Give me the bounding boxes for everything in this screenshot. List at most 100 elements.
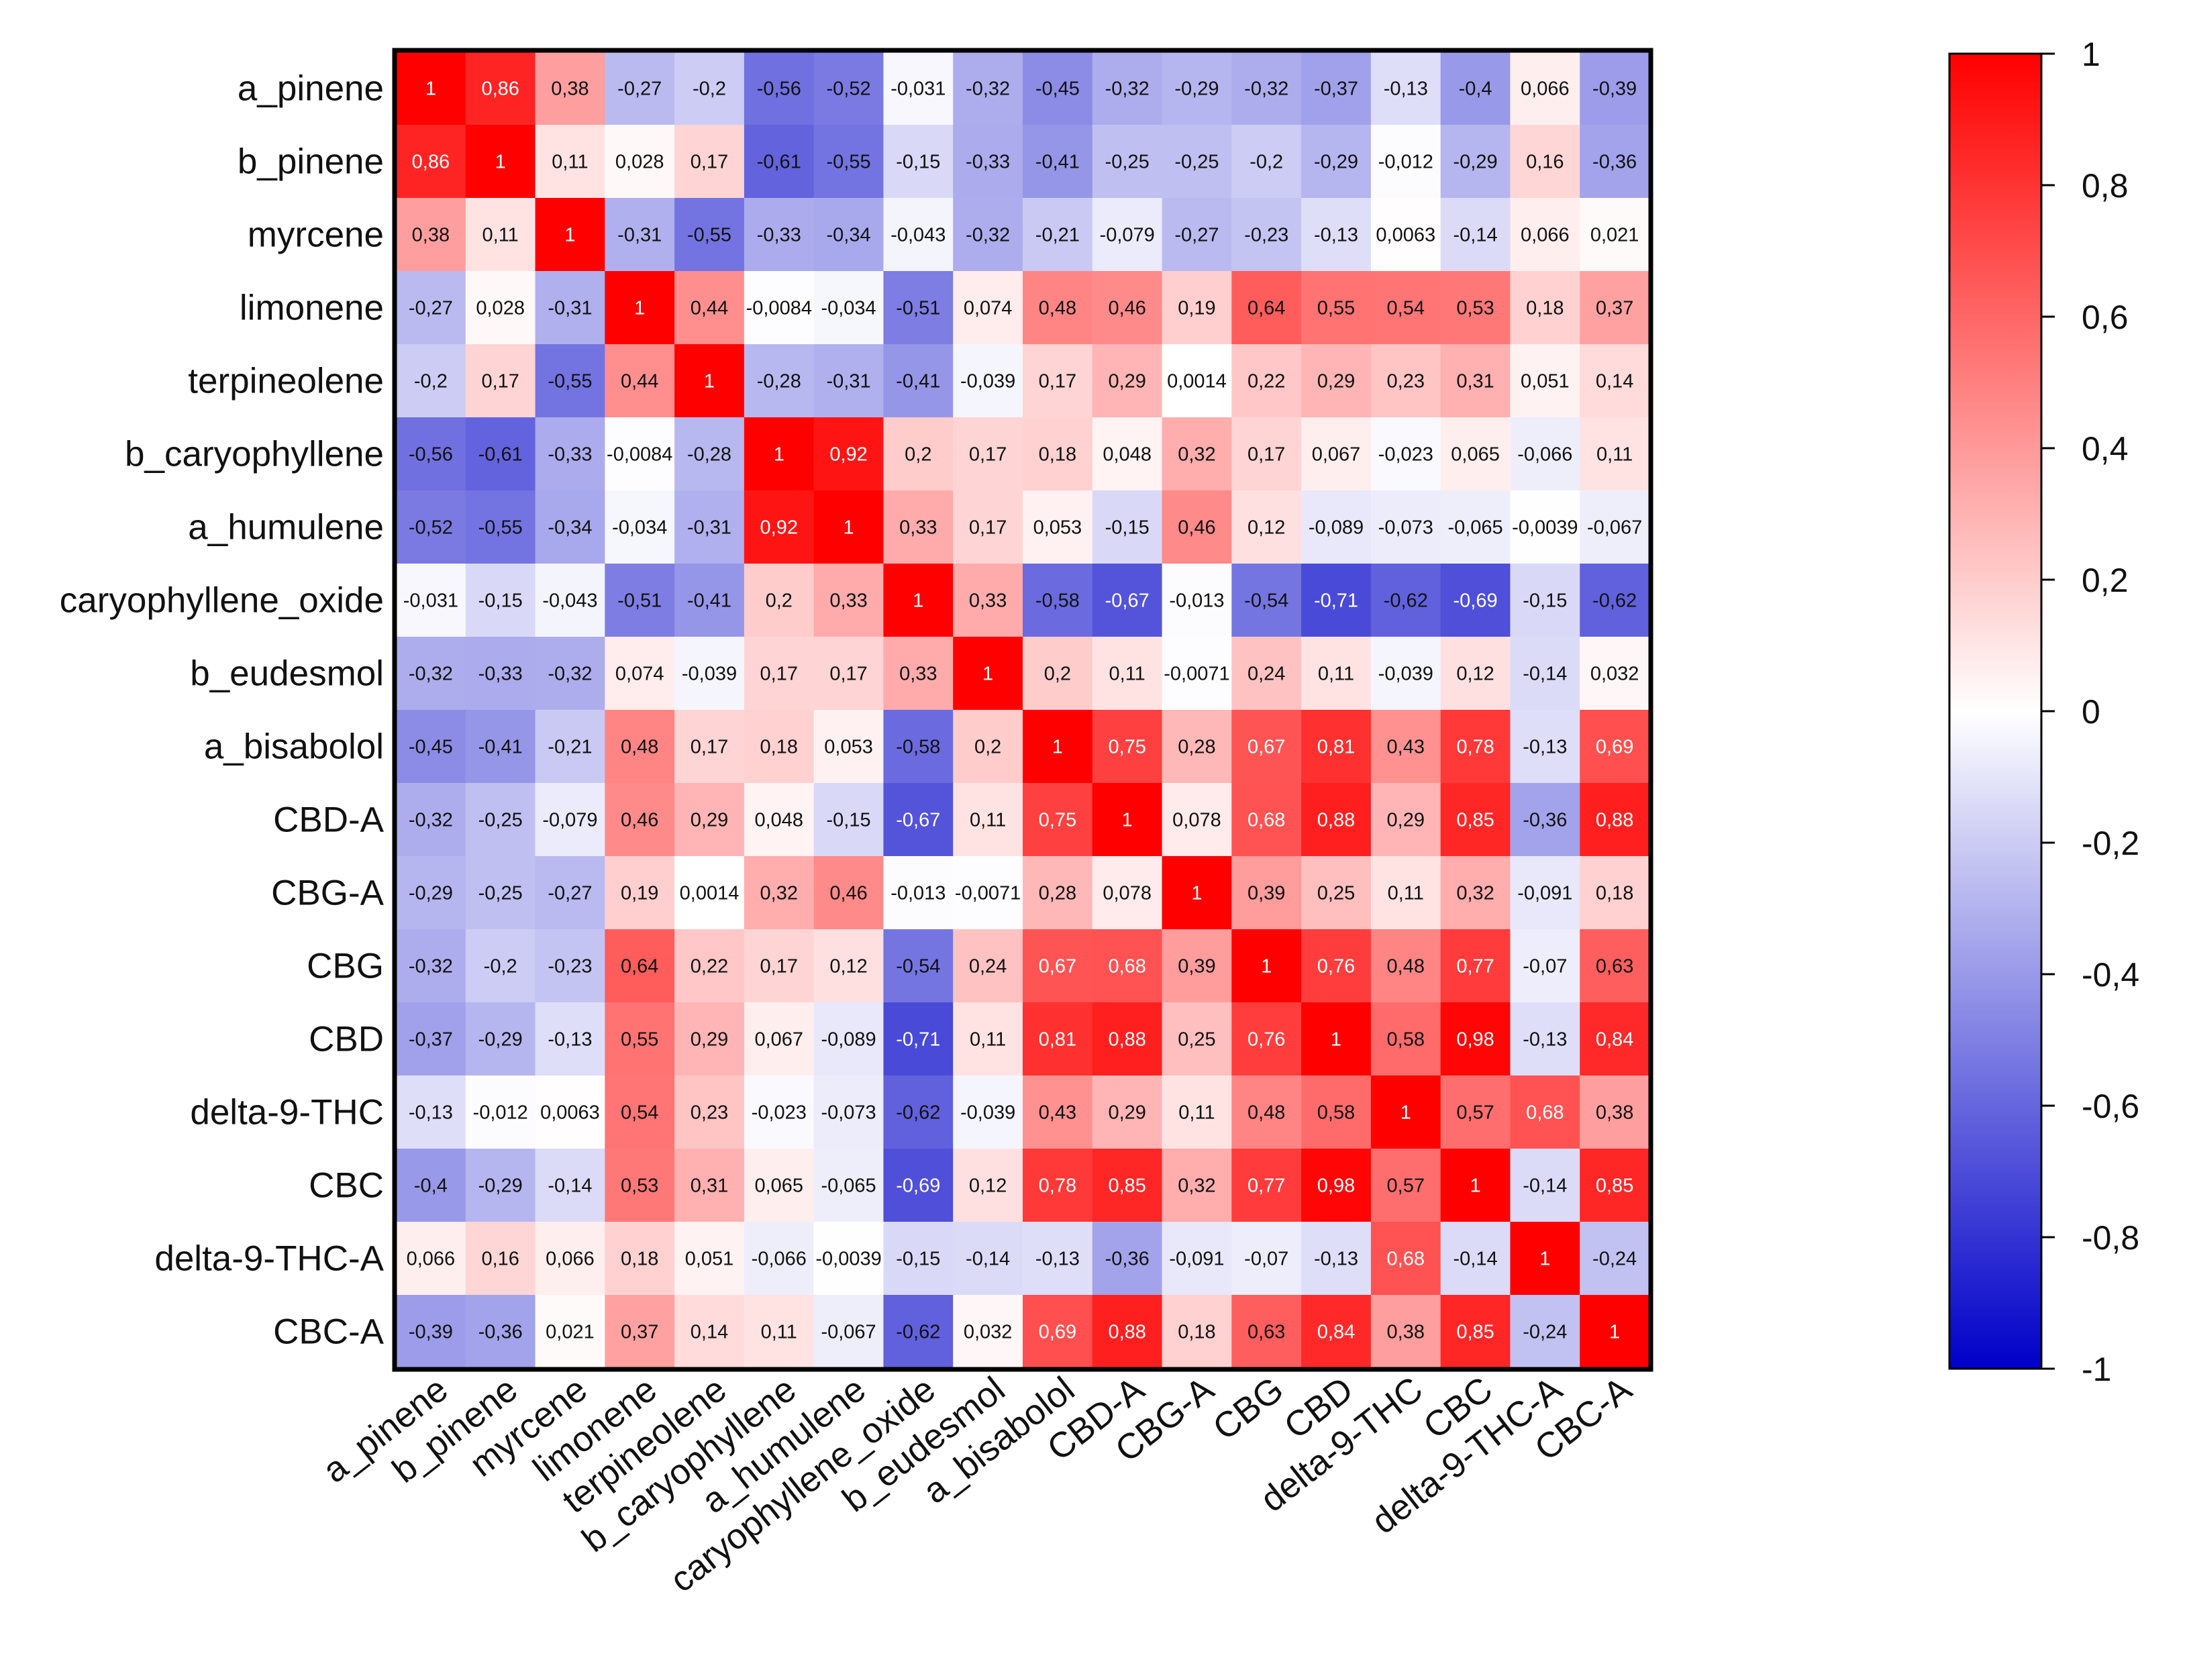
cell-value-label: -0,15 — [1523, 590, 1567, 612]
cell-value-label: 0,0063 — [1376, 225, 1435, 246]
heatmap-cell — [1023, 1075, 1093, 1149]
cell-value-label: -0,33 — [966, 152, 1010, 173]
cell-value-label: -0,4 — [414, 1175, 448, 1197]
cell-value-label: -0,36 — [1523, 810, 1567, 831]
cell-value-label: -0,012 — [473, 1102, 528, 1124]
cell-value-label: -0,067 — [1587, 517, 1642, 539]
cell-value-label: -0,0084 — [746, 298, 812, 319]
cell-value-label: 0,64 — [1247, 298, 1285, 319]
cell-value-label: 0,17 — [481, 371, 519, 392]
heatmap-cell — [1023, 1295, 1093, 1369]
heatmap-cell — [605, 490, 675, 564]
heatmap-cell — [1023, 1002, 1093, 1076]
cell-value-label: -0,31 — [617, 225, 662, 246]
row-label: CBG-A — [271, 874, 385, 913]
heatmap-cell — [1301, 271, 1372, 345]
cell-value-label: 0,11 — [552, 152, 588, 173]
heatmap-cell — [1510, 344, 1580, 418]
heatmap-cell — [1510, 856, 1580, 930]
heatmap-cell — [1301, 929, 1372, 1003]
heatmap-cell — [1440, 929, 1511, 1003]
cell-value-label: -0,25 — [478, 883, 523, 904]
cell-value-label: -0,61 — [478, 444, 523, 466]
heatmap-cell — [535, 1295, 605, 1369]
heatmap-cell — [1580, 929, 1650, 1003]
cell-value-label: -0,13 — [1523, 1029, 1567, 1051]
cell-value-label: 0,17 — [691, 152, 728, 173]
cell-value-label: 0,46 — [1178, 517, 1215, 539]
heatmap-cell — [1092, 1075, 1163, 1149]
heatmap-cell — [1440, 490, 1511, 564]
heatmap-cell — [535, 710, 605, 784]
cell-value-label: -0,32 — [966, 78, 1010, 100]
cell-value-label: -0,13 — [1314, 1249, 1358, 1270]
heatmap-cell — [605, 52, 675, 125]
cell-value-label: 0,54 — [1387, 298, 1425, 319]
cell-value-label: 0,38 — [412, 225, 450, 246]
heatmap-cell — [535, 1222, 605, 1296]
heatmap-cell — [744, 271, 815, 345]
heatmap-cell — [1162, 417, 1232, 491]
cell-value-label: -0,29 — [1314, 152, 1358, 173]
heatmap-cell — [1440, 564, 1511, 637]
heatmap-cell — [535, 929, 605, 1003]
cell-value-label: 0,98 — [1456, 1029, 1494, 1051]
cell-value-label: 0,28 — [1039, 883, 1076, 904]
heatmap-cell — [1162, 637, 1232, 711]
heatmap-cell — [1440, 344, 1511, 418]
cell-value-label: -0,13 — [1314, 225, 1358, 246]
heatmap-cell — [1231, 490, 1302, 564]
cell-value-label: 0,37 — [621, 1322, 658, 1343]
heatmap-cell — [813, 856, 884, 930]
heatmap-cell — [465, 1075, 536, 1149]
cell-value-label: 0,32 — [1456, 883, 1494, 904]
heatmap-cell — [1510, 1222, 1580, 1296]
heatmap-cell — [1231, 417, 1302, 491]
cell-value-label: -0,034 — [821, 298, 876, 319]
cell-value-label: -0,25 — [1105, 152, 1150, 173]
cell-value-label: 0,68 — [1247, 810, 1285, 831]
heatmap-cell — [1440, 710, 1511, 784]
heatmap-cell — [1023, 344, 1093, 418]
heatmap-cell — [1370, 710, 1441, 784]
cell-value-label: 0,23 — [1387, 371, 1425, 392]
cell-value-label: -0,15 — [827, 810, 871, 831]
cell-value-label: -0,031 — [403, 590, 458, 612]
heatmap-cell — [396, 1295, 466, 1369]
cell-value-label: 0,75 — [1108, 737, 1145, 758]
cell-value-label: 0,11 — [970, 810, 1006, 831]
heatmap-cell — [605, 929, 675, 1003]
cell-value-label: -0,15 — [896, 1249, 940, 1270]
heatmap-cell — [883, 710, 954, 784]
heatmap-cell — [1301, 1149, 1372, 1222]
heatmap-cell — [396, 856, 466, 930]
cell-value-label: -0,32 — [409, 956, 453, 978]
cell-value-label: 0,55 — [1317, 298, 1355, 319]
cell-value-label: -0,69 — [1454, 590, 1498, 612]
cell-value-label: 0,065 — [754, 1175, 803, 1197]
heatmap-cell — [396, 783, 466, 857]
cell-value-label: 0,048 — [754, 810, 803, 831]
cell-value-label: 1 — [704, 371, 715, 392]
cell-value-label: 0,18 — [1178, 1322, 1215, 1343]
heatmap-cell — [1231, 1222, 1302, 1296]
cell-value-label: 1 — [564, 225, 575, 246]
heatmap-cell — [883, 564, 954, 637]
heatmap-cell — [674, 856, 745, 930]
heatmap-cell — [1440, 271, 1511, 345]
cell-value-label: -0,4 — [1459, 78, 1492, 100]
heatmap-cell — [1231, 1002, 1302, 1076]
heatmap-cell — [1440, 125, 1511, 199]
cell-value-label: -0,62 — [896, 1102, 940, 1124]
heatmap-cell — [674, 490, 745, 564]
heatmap-cell — [535, 344, 605, 418]
cell-value-label: -0,15 — [478, 590, 523, 612]
cell-value-label: -0,39 — [1592, 78, 1637, 100]
cell-value-label: -0,71 — [896, 1029, 940, 1051]
heatmap-cell — [674, 1002, 745, 1076]
cell-value-label: 0,48 — [1247, 1102, 1285, 1124]
cell-value-label: 0,2 — [766, 590, 793, 612]
heatmap-cell — [1510, 637, 1580, 711]
colorbar-gradient — [1948, 52, 2043, 1370]
heatmap-cell — [1510, 1075, 1580, 1149]
